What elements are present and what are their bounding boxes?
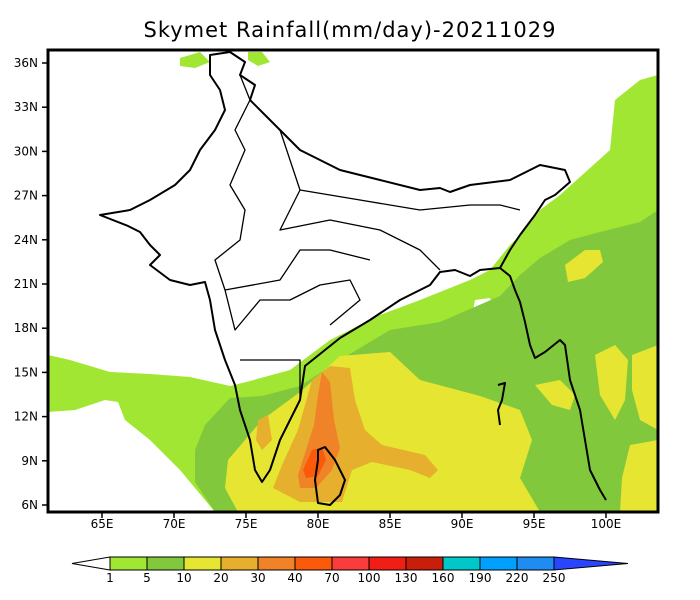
lat-label: 30N — [14, 144, 38, 158]
legend-low-arrow — [71, 556, 111, 571]
legend-label: 70 — [324, 571, 339, 585]
lat-label: 33N — [14, 100, 38, 114]
legend-swatch — [109, 556, 148, 571]
legend-label: 10 — [176, 571, 191, 585]
legend-label: 250 — [543, 571, 566, 585]
legend-label: 5 — [143, 571, 151, 585]
lon-label: 90E — [451, 517, 474, 531]
country-boundaries — [99, 51, 607, 506]
legend-label: 40 — [287, 571, 302, 585]
legend-swatch — [516, 556, 555, 571]
lat-label: 27N — [14, 189, 38, 203]
lon-label: 95E — [523, 517, 546, 531]
map-frame — [46, 48, 660, 514]
legend-label: 220 — [506, 571, 529, 585]
rainfall-fields — [48, 50, 658, 512]
legend-swatch — [331, 556, 370, 571]
longitude-axis: 65E 70E 75E 80E 85E 90E 95E 100E — [91, 512, 622, 531]
legend-swatch — [220, 556, 259, 571]
lat-label: 9N — [21, 454, 38, 468]
legend-swatch — [257, 556, 296, 571]
lat-label: 36N — [14, 56, 38, 70]
legend-label: 190 — [469, 571, 492, 585]
lat-label: 18N — [14, 321, 38, 335]
lon-label: 75E — [235, 517, 258, 531]
latitude-axis: 36N 33N 30N 27N 24N 21N 18N 15N 12N 9N 6N — [14, 56, 48, 512]
legend-label: 130 — [395, 571, 418, 585]
lon-label: 80E — [307, 517, 330, 531]
chart-title: Skymet Rainfall(mm/day)-20211029 — [143, 18, 557, 42]
rain-40-70mm-region — [303, 447, 326, 478]
legend-swatch — [183, 556, 222, 571]
color-legend: 1 5 10 20 30 40 70 100 130 160 190 220 250 — [71, 556, 629, 585]
lat-label: 6N — [21, 498, 38, 512]
lat-label: 15N — [14, 365, 38, 379]
legend-swatch — [442, 556, 481, 571]
legend-swatch — [405, 556, 444, 571]
india-outline — [99, 51, 571, 483]
lon-label: 70E — [163, 517, 186, 531]
legend-label: 100 — [358, 571, 381, 585]
legend-swatch — [479, 556, 518, 571]
legend-swatch — [146, 556, 185, 571]
legend-swatch — [294, 556, 333, 571]
legend-label: 160 — [432, 571, 455, 585]
legend-label: 20 — [213, 571, 228, 585]
myanmar-coastline — [499, 267, 607, 501]
legend-high-arrow — [553, 556, 629, 571]
lat-label: 24N — [14, 233, 38, 247]
legend-label: 1 — [106, 571, 114, 585]
lon-label: 100E — [591, 517, 622, 531]
legend-label: 30 — [250, 571, 265, 585]
lat-label: 12N — [14, 410, 38, 424]
lat-label: 21N — [14, 277, 38, 291]
sri-lanka-outline — [314, 446, 346, 506]
lon-label: 65E — [91, 517, 114, 531]
legend-swatch — [368, 556, 407, 571]
lon-label: 85E — [379, 517, 402, 531]
